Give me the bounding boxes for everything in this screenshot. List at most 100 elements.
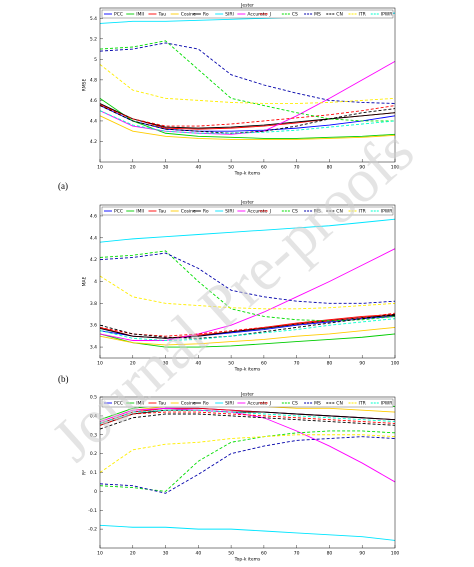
series-line [99,411,396,426]
series-line [99,318,396,341]
y-tick-label: 4.2 [90,257,97,263]
series-line [99,409,396,426]
legend-label: SIRI [225,401,234,407]
y-tick-label: 4.2 [90,139,97,145]
legend-label: PCC [114,12,123,18]
y-tick-label: 4.6 [90,213,97,219]
x-tick-label: 20 [130,551,136,557]
series-line [99,409,396,424]
x-tick-label: 20 [130,361,136,367]
y-axis-label: R² [82,470,88,475]
series-line [99,105,396,132]
series-line [99,252,396,304]
series-line [99,218,396,243]
x-tick-label: 10 [97,361,103,367]
y-tick-label: 4.4 [90,235,97,241]
legend-label: IMII [136,12,144,18]
legend-label: CS [292,12,298,18]
legend-label: Cosine [181,401,196,407]
x-axis-label: Top-k items [234,171,261,177]
y-tick-label: 4.8 [90,77,97,83]
series-line [99,97,396,139]
legend-label: Tau [157,209,166,215]
plot-frame [99,396,396,549]
legend-box [101,398,394,408]
series-line [99,115,396,140]
legend-label: Ro [203,12,209,18]
y-tick-label: 0 [94,489,97,495]
y-tick-label: 5.4 [90,16,97,22]
legend-label: CN [336,401,343,407]
legend-label: MS [314,401,321,407]
legend-label: Cosine [181,12,196,18]
y-tick-label: 4 [94,279,97,285]
y-axis-label: RMSE [82,78,88,91]
y-tick-label: 0.4 [90,413,97,419]
y-axis-label: MAE [82,276,88,286]
series-line [99,248,396,341]
y-tick-label: 4.6 [90,98,97,104]
legend-label: CS [292,401,298,407]
x-tick-label: 30 [163,361,169,367]
series-line [99,64,396,104]
y-tick-label: 5.2 [90,36,97,42]
legend-label: CS [292,209,298,215]
legend-label: J [269,209,271,215]
y-tick-label: 3.6 [90,323,97,329]
legend-label: J [269,12,271,18]
x-tick-label: 70 [294,165,300,171]
x-tick-label: 80 [327,361,333,367]
legend-label: IPWR [381,12,393,18]
x-tick-label: 70 [294,551,300,557]
legend-label: PCC [114,401,123,407]
x-tick-label: 80 [327,165,333,171]
legend-label: MS [314,209,321,215]
legend-label: ITR [359,401,366,407]
x-tick-label: 30 [163,551,169,557]
x-tick-label: 20 [130,165,136,171]
y-tick-label: 3.8 [90,301,97,307]
legend-label: J [269,401,271,407]
legend-label: Accurate [247,12,267,18]
x-tick-label: 40 [195,551,201,557]
legend-label: Accurate [247,401,267,407]
x-tick-label: 50 [228,361,234,367]
series-line [99,326,396,346]
x-tick-label: 100 [391,361,400,367]
x-tick-label: 100 [391,551,400,557]
y-tick-label: 4.4 [90,118,97,124]
legend-label: PCC [114,209,123,215]
series-line [99,333,396,348]
x-tick-label: 100 [391,165,400,171]
legend-label: IMII [136,401,144,407]
x-tick-label: 40 [195,165,201,171]
legend-label: IPWR [381,209,393,215]
y-tick-label: -0.2 [88,527,97,533]
y-tick-label: 5 [94,57,97,63]
x-axis-label: Top-k items [234,557,261,563]
legend-label: MS [314,12,321,18]
legend-label: Accurate [247,209,267,215]
y-tick-label: 0.1 [90,470,97,476]
series-line [99,275,396,310]
legend-label: IPWR [381,401,393,407]
x-tick-label: 80 [327,551,333,557]
x-tick-label: 10 [97,551,103,557]
legend-label: ITR [359,209,366,215]
chart-title: Jester [240,392,254,398]
series-line [99,413,396,430]
series-line [99,524,396,541]
legend-label: Cosine [181,209,196,215]
panel-label: (a) [58,181,68,191]
y-tick-label: 3.4 [90,345,97,351]
panel-label: (b) [58,374,69,384]
legend-label: Ro [203,209,209,215]
y-tick-label: 0.5 [90,395,97,401]
x-tick-label: 30 [163,165,169,171]
series-line [99,313,396,339]
plot-area [100,397,395,548]
legend-label: CN [336,12,343,18]
chart-title: Jester [240,3,254,9]
series-line [99,312,396,337]
